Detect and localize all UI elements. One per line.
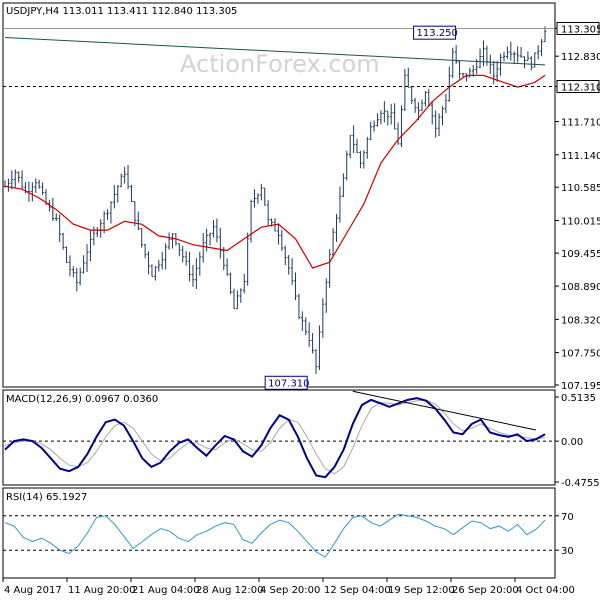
macd-panel-header: MACD(12,26,9) 0.0967 0.0360 (6, 394, 158, 405)
main-y-tick-label: 108.890 (561, 282, 600, 293)
main-panel-header: USDJPY,H4 113.011 113.411 112.840 113.30… (6, 6, 237, 17)
support-price-marker (556, 80, 600, 94)
macd-y-tick-label: 0.00 (561, 437, 583, 448)
x-tick-label: 26 Sep 20:00 (452, 585, 519, 596)
x-tick-label: 28 Aug 12:00 (196, 585, 263, 596)
x-tick-label: 4 Aug 2017 (4, 585, 62, 596)
rsi-line (4, 513, 546, 558)
macd-signal-line (4, 399, 546, 475)
rsi-y-tick-label: 70 (561, 512, 574, 523)
x-tick-label: 12 Sep 04:00 (324, 585, 391, 596)
macd-y-tick-label: 0.5135 (561, 393, 596, 404)
rsi-y-tick-label: 30 (561, 546, 574, 557)
macd-trendline (352, 390, 536, 431)
main-y-tick-label: 107.195 (561, 381, 600, 392)
macd-panel-frame (2, 389, 556, 486)
x-tick-label: 19 Sep 12:00 (388, 585, 455, 596)
main-y-tick-label: 112.310 (561, 83, 600, 94)
x-tick-label: 11 Aug 20:00 (68, 585, 135, 596)
main-y-tick-label: 107.750 (561, 349, 600, 360)
price-annotation-label: 113.250 (417, 28, 458, 39)
main-y-tick-label: 110.585 (561, 183, 600, 194)
main-y-tick-label: 110.015 (561, 216, 600, 227)
macd-layer (3, 390, 555, 479)
main-y-tick-label: 111.140 (561, 151, 600, 162)
rsi-panel-frame (2, 487, 556, 579)
x-tick-label: 4 Oct 04:00 (516, 585, 575, 596)
main-y-tick-label: 108.320 (561, 315, 600, 326)
price-annotation-box (413, 25, 457, 40)
current-price-marker (556, 21, 600, 35)
x-tick-label: 4 Sep 20:00 (260, 585, 320, 596)
moving-average-line (4, 74, 546, 269)
price-annotation-box (264, 375, 308, 390)
x-tick-label: 21 Aug 04:00 (132, 585, 199, 596)
watermark: ActionForex.com (180, 50, 380, 78)
main-y-tick-label: 109.455 (561, 249, 600, 260)
rsi-panel-header: RSI(14) 65.1927 (6, 492, 87, 503)
macd-y-tick-label: -0.4755 (561, 478, 600, 489)
main-y-tick-label: 113.305 (561, 24, 600, 35)
macd-line (4, 397, 546, 479)
main-y-tick-label: 111.710 (561, 118, 600, 129)
axis-layer: 113.305 112.830 112.310 111.710 111.140 110.5… (2, 21, 600, 596)
price-annotation-label: 107.310 (268, 378, 309, 389)
main-y-tick-label: 112.830 (561, 52, 600, 63)
resistance-trendline (4, 37, 546, 66)
main-layer: 113.250 107.310 (3, 25, 555, 390)
rsi-layer (3, 513, 555, 558)
